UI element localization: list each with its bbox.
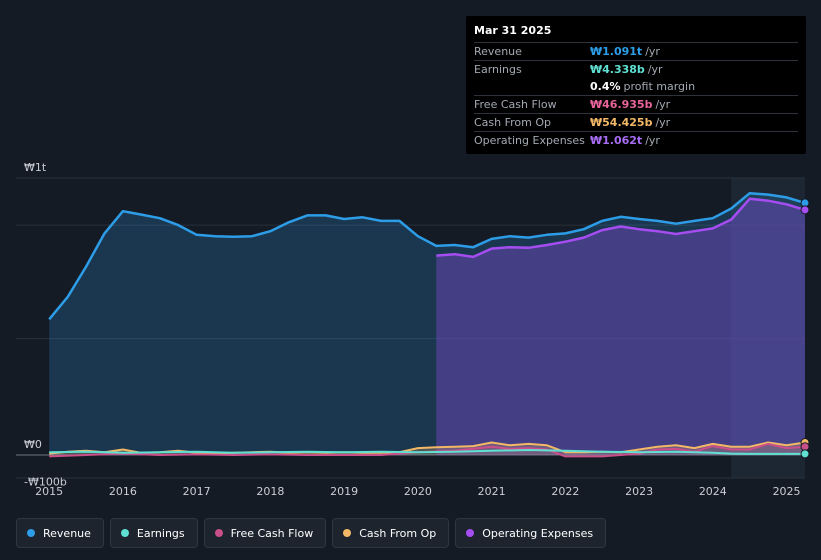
y-axis-label: -₩100b (24, 476, 67, 489)
x-tick-label: 2023 (625, 485, 653, 498)
tooltip-unit: /yr (647, 63, 663, 76)
legend-item-earnings[interactable]: Earnings (109, 518, 198, 548)
legend-label: Operating Expenses (482, 526, 594, 540)
x-tick-label: 2019 (330, 485, 358, 498)
legend-label: Revenue (43, 526, 91, 540)
tooltip-unit: /yr (645, 134, 660, 147)
legend-item-free-cash-flow[interactable]: Free Cash Flow (203, 518, 327, 548)
tooltip-row: Free Cash Flow ₩46.935b/yr (474, 95, 798, 113)
x-tick-label: 2021 (478, 485, 506, 498)
legend-label: Free Cash Flow (230, 526, 314, 540)
x-tick-label: 2018 (256, 485, 284, 498)
y-axis-label: ₩1t (24, 161, 47, 174)
x-tick-label: 2016 (109, 485, 137, 498)
tooltip-value: ₩54.425b (590, 116, 653, 129)
tooltip-row: 0.4% profit margin (474, 78, 798, 95)
tooltip-value: ₩1.062t (590, 134, 643, 147)
tooltip-label: Operating Expenses (474, 134, 585, 147)
legend-dot-icon (120, 529, 129, 537)
legend-dot-icon (214, 529, 223, 537)
tooltip-row: Earnings ₩4.338b/yr (474, 60, 798, 78)
cash-from-op-area (49, 442, 805, 455)
x-tick-label: 2017 (183, 485, 211, 498)
tooltip-value: ₩46.935b (590, 98, 653, 111)
tooltip-value: 0.4% (590, 80, 621, 93)
revenue-line (48, 191, 806, 321)
tooltip-value: ₩1.091t (590, 45, 643, 58)
legend-dot-icon (466, 529, 475, 537)
x-tick-label: 2025 (773, 485, 801, 498)
tooltip-label: Revenue (474, 45, 522, 58)
legend-dot-icon (343, 529, 352, 537)
chart-legend: Revenue Earnings Free Cash Flow Cash From O… (16, 518, 607, 548)
recent-period-highlight (731, 178, 805, 478)
tooltip-row: Operating Expenses ₩1.062t/yr (474, 131, 798, 149)
free-cash-flow-line (49, 442, 806, 458)
legend-item-revenue[interactable]: Revenue (16, 518, 104, 548)
x-tick-label: 2020 (404, 485, 432, 498)
data-tooltip: Mar 31 2025 Revenue ₩1.091t/yr Earnings ₩4.… (466, 16, 806, 154)
x-tick-label: 2015 (35, 485, 63, 498)
tooltip-label: Free Cash Flow (474, 98, 557, 111)
operating-expenses-end-point (800, 205, 810, 215)
tooltip-row: Revenue ₩1.091t/yr (474, 42, 798, 60)
tooltip-value: ₩4.338b (590, 63, 645, 76)
x-tick-label: 2022 (551, 485, 579, 498)
tooltip-row: Cash From Op ₩54.425b/yr (474, 113, 798, 131)
tooltip-unit: /yr (655, 98, 671, 111)
y-axis-label: ₩0 (24, 438, 42, 451)
operating-expenses-line (436, 197, 806, 259)
legend-item-operating-expenses[interactable]: Operating Expenses (455, 518, 607, 548)
tooltip-date: Mar 31 2025 (474, 24, 552, 37)
tooltip-unit: /yr (655, 116, 671, 129)
legend-dot-icon (27, 529, 35, 537)
earnings-line (49, 449, 805, 455)
legend-label: Cash From Op (359, 526, 437, 540)
tooltip-label: Cash From Op (474, 116, 552, 129)
legend-item-cash-from-op[interactable]: Cash From Op (332, 518, 450, 548)
tooltip-unit: /yr (645, 45, 660, 58)
earnings-end-point (800, 449, 810, 459)
tooltip-unit: profit margin (623, 80, 696, 93)
tooltip-label: Earnings (474, 63, 522, 76)
revenue-area (49, 193, 805, 455)
x-tick-label: 2024 (699, 485, 727, 498)
tooltip-label (474, 78, 590, 95)
operating-expenses-area (436, 198, 805, 456)
legend-label: Earnings (136, 526, 185, 540)
